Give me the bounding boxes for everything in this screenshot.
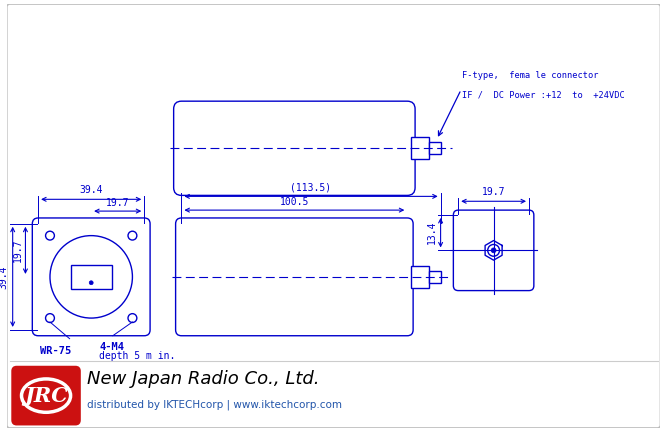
FancyBboxPatch shape: [33, 218, 150, 336]
Circle shape: [491, 248, 496, 253]
Text: 39.4: 39.4: [79, 185, 103, 195]
Circle shape: [50, 235, 133, 318]
Text: WR-75: WR-75: [40, 346, 71, 356]
FancyBboxPatch shape: [174, 101, 415, 195]
Circle shape: [128, 231, 137, 240]
Text: 4-M4: 4-M4: [99, 342, 124, 352]
Bar: [429, 271, 441, 283]
Circle shape: [128, 314, 137, 323]
Circle shape: [45, 231, 55, 240]
Text: 19.7: 19.7: [13, 238, 23, 262]
Text: IF /  DC Power :+12  to  +24VDC: IF / DC Power :+12 to +24VDC: [462, 90, 625, 99]
Text: (113.5): (113.5): [290, 182, 332, 192]
Bar: [411, 137, 429, 159]
Text: 13.4: 13.4: [427, 221, 437, 245]
FancyBboxPatch shape: [454, 210, 534, 291]
Text: 100.5: 100.5: [280, 197, 309, 207]
Text: 19.7: 19.7: [106, 198, 129, 208]
Text: New Japan Radio Co., Ltd.: New Japan Radio Co., Ltd.: [87, 370, 320, 388]
FancyBboxPatch shape: [13, 367, 79, 424]
Text: depth 5 m in.: depth 5 m in.: [99, 352, 175, 362]
FancyBboxPatch shape: [7, 4, 661, 428]
Ellipse shape: [21, 379, 71, 412]
Text: JRC: JRC: [24, 386, 68, 406]
Circle shape: [89, 281, 93, 285]
Circle shape: [488, 245, 500, 256]
Bar: [429, 143, 441, 154]
Text: distributed by IKTECHcorp | www.iktechcorp.com: distributed by IKTECHcorp | www.iktechco…: [87, 399, 342, 410]
Bar: [71, 265, 112, 289]
FancyBboxPatch shape: [176, 218, 413, 336]
Bar: [411, 266, 429, 288]
Text: 19.7: 19.7: [482, 187, 505, 197]
Circle shape: [45, 314, 55, 323]
Text: F-type,  fema le connector: F-type, fema le connector: [462, 70, 599, 79]
Text: 39.4: 39.4: [0, 265, 9, 289]
